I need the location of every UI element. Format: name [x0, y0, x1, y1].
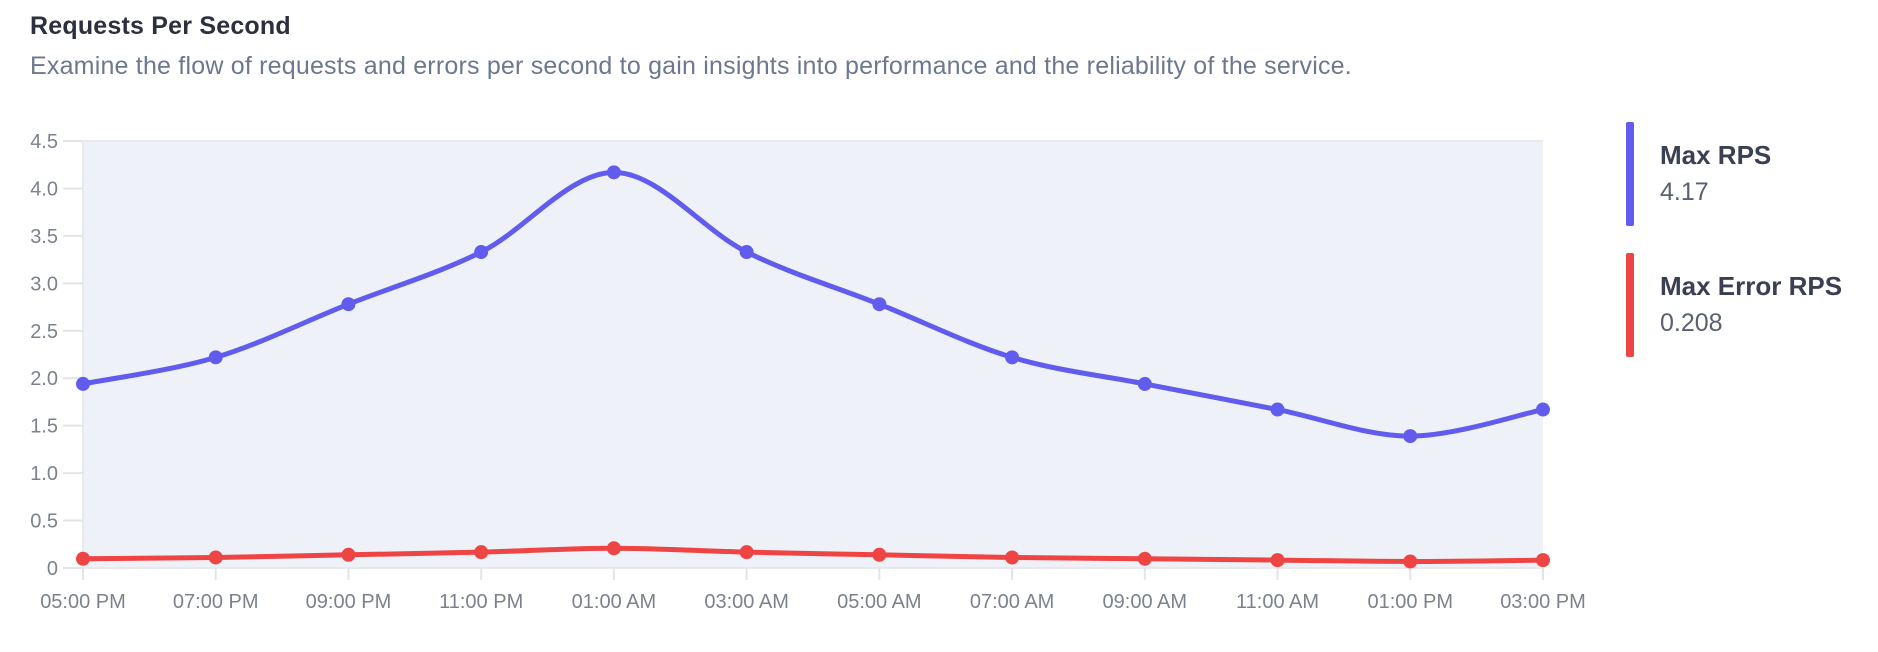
y-tick-label: 4.5 [30, 131, 58, 153]
data-point-max-rps[interactable] [341, 297, 356, 312]
legend-item-max-error-rps[interactable]: Max Error RPS 0.208 [1626, 253, 1842, 357]
x-tick-label: 11:00 AM [1236, 591, 1319, 613]
series-line-max-rps [80, 169, 1546, 439]
x-tick-label: 09:00 PM [306, 591, 392, 613]
legend-text: Max Error RPS 0.208 [1634, 253, 1842, 357]
data-point-max-rps[interactable] [1005, 350, 1020, 365]
legend-label: Max Error RPS [1660, 271, 1843, 302]
legend-text: Max RPS 4.17 [1634, 122, 1771, 226]
chart-legend: Max RPS 4.17 Max Error RPS 0.208 [1626, 122, 1842, 357]
plot-area [83, 141, 1543, 568]
x-tick-label: 01:00 PM [1367, 591, 1453, 613]
data-point-max-error-rps[interactable] [1005, 550, 1020, 565]
y-tick-label: 2.5 [30, 321, 58, 343]
data-point-max-rps[interactable] [872, 297, 887, 312]
y-tick-label: 4.0 [30, 178, 58, 200]
legend-value: 0.208 [1660, 309, 1723, 338]
data-point-max-rps[interactable] [739, 245, 754, 260]
legend-label: Max RPS [1660, 140, 1772, 171]
x-tick-label: 05:00 AM [837, 591, 922, 613]
data-point-max-rps[interactable] [1536, 402, 1550, 417]
data-point-max-rps[interactable] [1403, 429, 1418, 444]
x-tick-label: 09:00 AM [1103, 591, 1188, 613]
data-point-max-rps[interactable] [208, 350, 223, 365]
legend-item-max-rps[interactable]: Max RPS 4.17 [1626, 122, 1842, 226]
data-point-max-error-rps[interactable] [872, 547, 887, 562]
x-tick-label: 01:00 AM [572, 591, 657, 613]
data-point-max-rps[interactable] [1137, 376, 1152, 391]
y-tick-label: 1.5 [30, 416, 58, 438]
x-tick-label: 03:00 AM [704, 591, 789, 613]
data-point-max-rps[interactable] [1270, 402, 1285, 417]
data-point-max-error-rps[interactable] [1270, 553, 1285, 568]
data-point-max-error-rps[interactable] [1403, 554, 1418, 569]
series-line-max-error-rps [80, 545, 1546, 564]
x-tick-label: 07:00 AM [970, 591, 1055, 613]
y-tick-label: 0.5 [30, 511, 58, 533]
x-tick-label: 07:00 PM [173, 591, 259, 613]
y-tick-label: 2.0 [30, 368, 58, 390]
data-point-max-error-rps[interactable] [1536, 553, 1550, 568]
legend-value: 4.17 [1660, 178, 1709, 207]
chart-subtitle: Examine the flow of requests and errors … [30, 52, 1352, 80]
data-point-max-error-rps[interactable] [76, 551, 90, 566]
data-point-max-rps[interactable] [606, 165, 621, 180]
data-point-max-rps[interactable] [76, 376, 90, 391]
y-tick-label: 1.0 [30, 463, 58, 485]
rps-line-chart[interactable]: 0 0.5 1.0 1.5 2.0 2.5 3.0 3.5 4.0 4.5 05:00 PM 07:0… [0, 95, 1600, 652]
data-point-max-error-rps[interactable] [474, 545, 489, 560]
x-tick-label: 11:00 PM [439, 591, 523, 613]
chart-title: Requests Per Second [30, 12, 291, 40]
data-point-max-error-rps[interactable] [208, 550, 223, 565]
data-point-max-error-rps[interactable] [341, 547, 356, 562]
x-tick-label: 05:00 PM [40, 591, 126, 613]
y-tick-label: 3.0 [30, 273, 58, 295]
data-point-max-error-rps[interactable] [739, 545, 754, 560]
legend-color-bar [1626, 122, 1634, 226]
y-tick-label: 0 [47, 558, 58, 580]
data-point-max-error-rps[interactable] [1137, 551, 1152, 566]
y-tick-label: 3.5 [30, 226, 58, 248]
data-point-max-rps[interactable] [474, 245, 489, 260]
x-tick-label: 03:00 PM [1500, 591, 1586, 613]
legend-color-bar [1626, 253, 1634, 357]
data-point-max-error-rps[interactable] [606, 541, 621, 556]
